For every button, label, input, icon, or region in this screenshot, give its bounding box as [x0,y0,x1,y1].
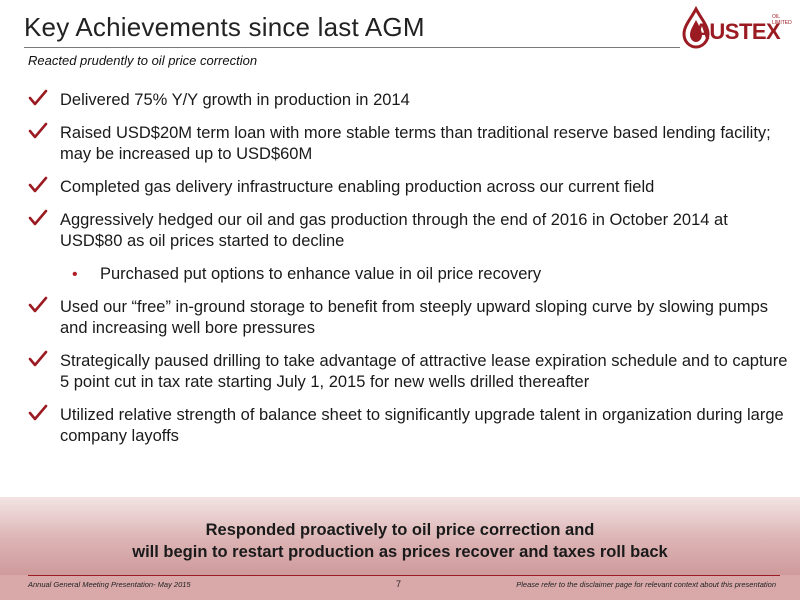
list-item-text: Raised USD$20M term loan with more stabl… [60,124,771,163]
list-item: Completed gas delivery infrastructure en… [28,176,788,198]
list-item-text: Purchased put options to enhance value i… [100,265,542,283]
bullet-dot-icon: • [72,266,78,283]
checkmark-icon [28,122,48,139]
logo-small-text: OIL LIMITED [772,14,792,26]
list-item-text: Strategically paused drilling to take ad… [60,352,788,391]
achievements-list: Delivered 75% Y/Y growth in production i… [28,89,788,459]
logo-wordmark: AUSTEX [694,19,781,44]
company-logo: OIL LIMITED AUSTEX [676,6,796,50]
title-divider [24,47,680,48]
checkmark-icon [28,89,48,106]
page-subtitle: Reacted prudently to oil price correctio… [28,53,258,68]
list-item: Aggressively hedged our oil and gas prod… [28,209,788,252]
checkmark-icon [28,209,48,226]
conclusion-line-1: Responded proactively to oil price corre… [205,521,595,539]
sub-list-item: • Purchased put options to enhance value… [28,264,788,285]
list-item: Utilized relative strength of balance sh… [28,404,788,447]
conclusion-line-2: will begin to restart production as pric… [132,543,668,561]
checkmark-icon [28,404,48,421]
list-item-text: Used our “free” in-ground storage to ben… [60,298,769,337]
list-item: Raised USD$20M term loan with more stabl… [28,122,788,165]
checkmark-icon [28,176,48,193]
footer: Annual General Meeting Presentation- May… [0,575,800,600]
list-item: Used our “free” in-ground storage to ben… [28,296,788,339]
conclusion-band [0,497,800,575]
list-item: Delivered 75% Y/Y growth in production i… [28,89,788,111]
checkmark-icon [28,296,48,313]
footer-divider [28,575,780,576]
list-item: Strategically paused drilling to take ad… [28,350,788,393]
checkmark-icon [28,350,48,367]
page-number: 7 [396,579,402,589]
list-item-text: Aggressively hedged our oil and gas prod… [60,211,728,250]
list-item-text: Completed gas delivery infrastructure en… [60,178,655,196]
page-title: Key Achievements since last AGM [24,12,425,42]
footer-disclaimer: Please refer to the disclaimer page for … [516,580,776,589]
oil-drop-logo-icon [682,6,710,49]
conclusion-text: Responded proactively to oil price corre… [0,519,800,563]
list-item-text: Delivered 75% Y/Y growth in production i… [60,91,410,109]
footer-presentation-name: Annual General Meeting Presentation- May… [28,580,191,589]
list-item-text: Utilized relative strength of balance sh… [60,406,784,445]
